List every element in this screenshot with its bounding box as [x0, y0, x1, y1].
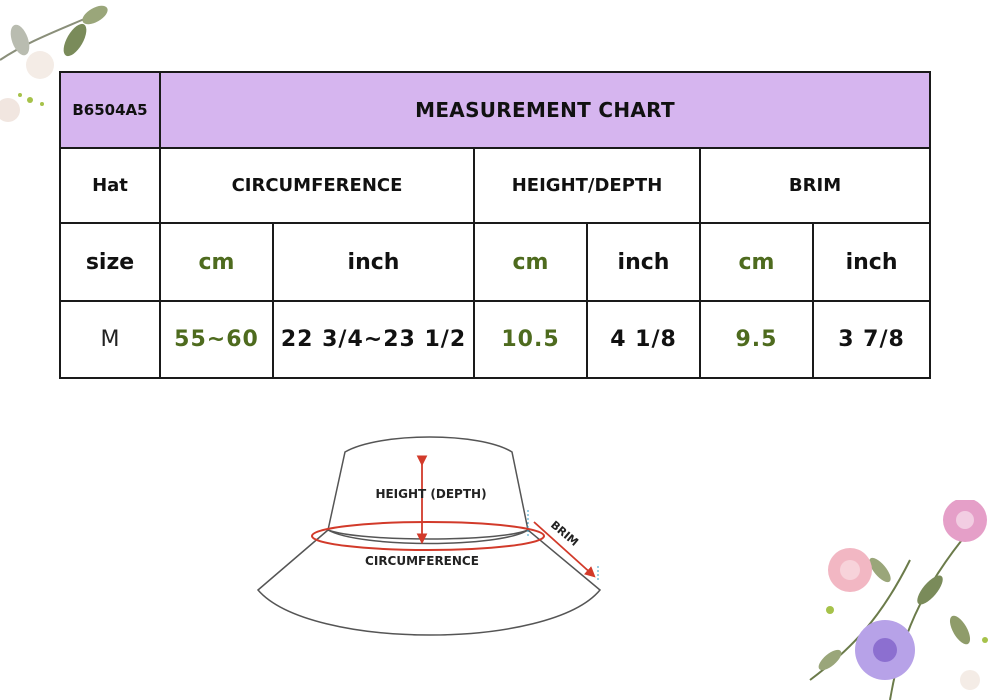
floral-decoration-bottom-right [809, 500, 988, 700]
value-brim-inch: 3 7/8 [811, 300, 932, 379]
size-value: M [59, 300, 161, 379]
circumference-line [311, 521, 545, 551]
measurement-chart-table: B6504A5 MEASUREMENT CHART Hat CIRCUMFERE… [59, 71, 932, 379]
group-height-depth: HEIGHT/DEPTH [473, 147, 701, 224]
value-height-inch: 4 1/8 [586, 300, 701, 379]
height-label: HEIGHT (DEPTH) [375, 487, 486, 501]
value-brim-cm: 9.5 [699, 300, 814, 379]
unit-height-cm: cm [473, 222, 588, 302]
unit-brim-inch: inch [811, 222, 932, 302]
row-label-size: size [59, 222, 161, 302]
unit-circumference-cm: cm [159, 222, 274, 302]
bucket-hat-diagram: HEIGHT (DEPTH) CIRCUMFERENCE BRIM [256, 436, 602, 636]
value-height-cm: 10.5 [473, 300, 588, 379]
hat-brim [256, 529, 602, 636]
value-circumference-inch: 22 3/4~23 1/2 [272, 300, 475, 379]
brim-label: BRIM [548, 518, 581, 548]
circumference-label: CIRCUMFERENCE [365, 554, 479, 568]
group-circumference: CIRCUMFERENCE [159, 147, 475, 224]
floral-decoration-top-left [0, 5, 108, 122]
unit-circumference-inch: inch [272, 222, 475, 302]
product-code: B6504A5 [59, 71, 161, 149]
unit-height-inch: inch [586, 222, 701, 302]
chart-title: MEASUREMENT CHART [158, 71, 932, 149]
row-label-hat: Hat [59, 147, 161, 224]
brim-arrow [533, 521, 596, 578]
group-brim: BRIM [698, 147, 932, 224]
value-circumference-cm: 55~60 [159, 300, 274, 379]
unit-brim-cm: cm [699, 222, 814, 302]
